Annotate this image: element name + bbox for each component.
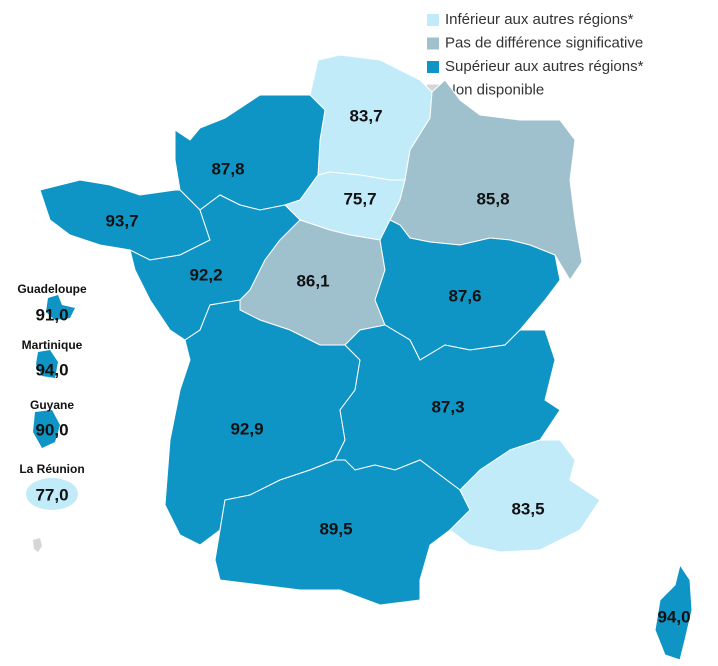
overseas-region bbox=[46, 295, 75, 320]
region-value: 83,5 bbox=[511, 499, 544, 518]
region-value: 87,8 bbox=[211, 159, 244, 178]
overseas-value: 91,0 bbox=[35, 305, 68, 324]
region-value: 92,9 bbox=[230, 419, 263, 438]
legend-swatch bbox=[427, 37, 439, 50]
region-value: 75,7 bbox=[343, 189, 376, 208]
overseas-value: 94,0 bbox=[35, 360, 68, 379]
overseas-name: Martinique bbox=[22, 338, 83, 352]
legend-label: Supérieur aux autres régions* bbox=[445, 58, 644, 75]
region-value: 92,2 bbox=[189, 265, 222, 284]
region-value: 87,6 bbox=[448, 286, 481, 305]
legend-label: Non disponible bbox=[445, 81, 544, 98]
overseas-region bbox=[33, 538, 42, 552]
legend-swatch bbox=[427, 14, 439, 26]
legend-swatch bbox=[427, 61, 439, 73]
overseas-name: La Réunion bbox=[19, 462, 84, 476]
overseas-value: 90,0 bbox=[35, 420, 68, 439]
region-value: 87,3 bbox=[431, 397, 464, 416]
region-value: 85,8 bbox=[476, 189, 509, 208]
legend-label: Pas de différence significative bbox=[445, 34, 643, 51]
legend-label: Inférieur aux autres régions* bbox=[445, 11, 634, 28]
overseas-value: 77,0 bbox=[35, 485, 68, 504]
overseas-region bbox=[26, 478, 78, 510]
overseas-name: Guyane bbox=[30, 398, 74, 412]
region bbox=[174, 94, 326, 211]
region bbox=[449, 439, 601, 553]
region-value: 86,1 bbox=[296, 271, 329, 290]
region bbox=[654, 563, 693, 661]
region-value: 94,0 bbox=[657, 607, 690, 626]
region-value: 93,7 bbox=[105, 211, 138, 230]
overseas-name: Guadeloupe bbox=[17, 282, 87, 296]
overseas-region bbox=[36, 350, 58, 378]
region-value: 89,5 bbox=[319, 519, 352, 538]
region-value: 83,7 bbox=[349, 106, 382, 125]
overseas-region bbox=[33, 410, 60, 448]
